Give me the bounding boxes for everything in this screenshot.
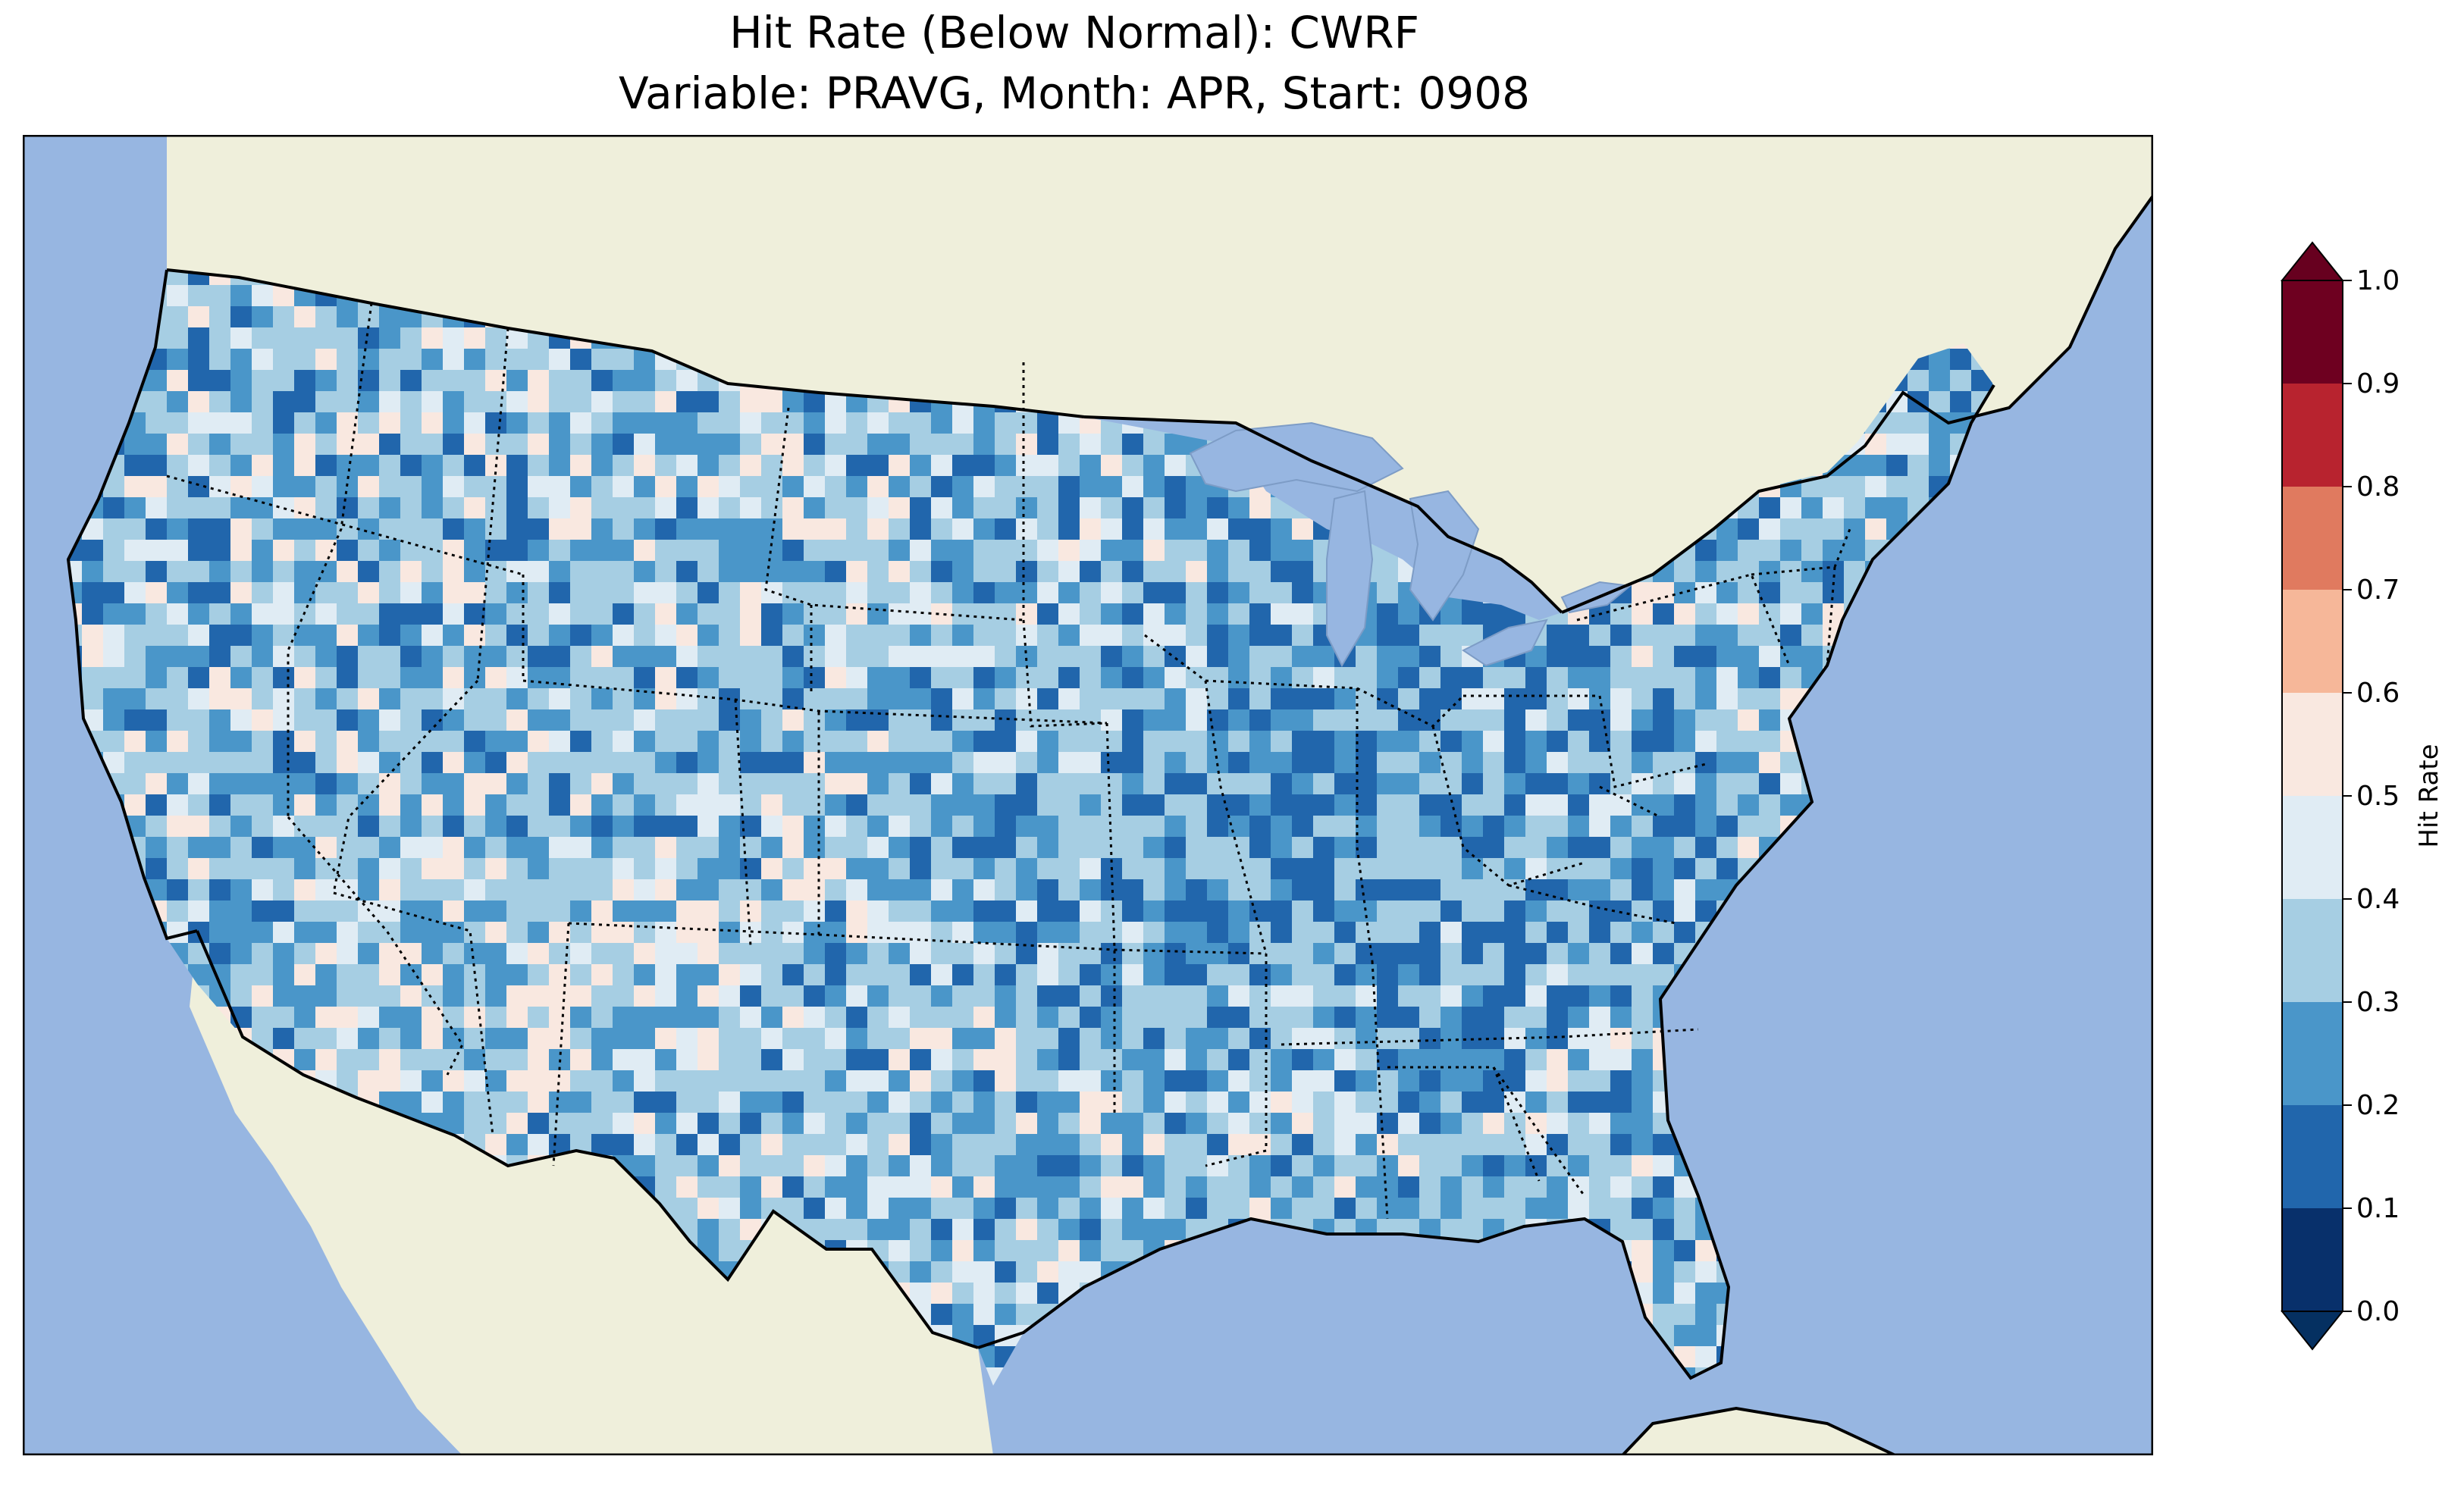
colorbar-lower-extend bbox=[2280, 1311, 2345, 1351]
colorbar-tick-label: 0.4 bbox=[2356, 884, 2400, 915]
colorbar-ticks: 0.0 0.1 0.2 0.3 0.4 0.5 0.6 0.7 0.8 0.9 1.0 bbox=[2343, 265, 2400, 1327]
colorbar-bin bbox=[2282, 1208, 2343, 1311]
colorbar-tick-label: 0.5 bbox=[2356, 781, 2400, 812]
cuba-land bbox=[1620, 1406, 1896, 1455]
colorbar-bin bbox=[2282, 1105, 2343, 1208]
colorbar-upper-extend bbox=[2280, 241, 2345, 281]
great-lakes bbox=[1189, 421, 1632, 668]
colorbar-tick-label: 0.2 bbox=[2356, 1090, 2400, 1121]
map-title-line1: Hit Rate (Below Normal): CWRF bbox=[729, 7, 1419, 58]
map-title-line2: Variable: PRAVG, Month: APR, Start: 0908 bbox=[618, 67, 1531, 119]
coastlines bbox=[66, 194, 2153, 1380]
state-borders bbox=[166, 302, 1851, 1220]
hit-rate-map bbox=[23, 135, 2153, 1455]
colorbar-bin bbox=[2282, 384, 2343, 487]
colorbar-bin bbox=[2282, 1002, 2343, 1105]
colorbar-bin bbox=[2282, 280, 2343, 384]
mexico-land bbox=[190, 931, 993, 1455]
colorbar-tick-label: 0.3 bbox=[2356, 987, 2400, 1018]
colorbar: 0.0 0.1 0.2 0.3 0.4 0.5 0.6 0.7 0.8 0.9 1.0 Hit Ra… bbox=[2280, 241, 2444, 1351]
colorbar-bin bbox=[2282, 796, 2343, 899]
lake-erie bbox=[1462, 619, 1548, 667]
lake-michigan bbox=[1326, 490, 1374, 668]
map-frame bbox=[23, 135, 2153, 1455]
colorbar-tick-label: 1.0 bbox=[2356, 265, 2400, 296]
colorbar-bins bbox=[2282, 280, 2343, 1311]
canada-land bbox=[167, 135, 2153, 612]
colorbar-tick-label: 0.1 bbox=[2356, 1193, 2400, 1224]
colorbar-label: Hit Rate bbox=[2414, 744, 2444, 847]
lake-huron bbox=[1409, 490, 1480, 622]
colorbar-bin bbox=[2282, 899, 2343, 1002]
colorbar-bin bbox=[2282, 693, 2343, 796]
colorbar-bin bbox=[2282, 487, 2343, 590]
colorbar-tick-label: 0.7 bbox=[2356, 575, 2400, 606]
lake-superior bbox=[1189, 421, 1404, 493]
colorbar-tick-label: 0.8 bbox=[2356, 471, 2400, 503]
colorbar-tick-label: 0.9 bbox=[2356, 368, 2400, 399]
colorbar-tick-label: 0.6 bbox=[2356, 678, 2400, 709]
colorbar-bin bbox=[2282, 590, 2343, 693]
colorbar-tick-label: 0.0 bbox=[2356, 1296, 2400, 1327]
